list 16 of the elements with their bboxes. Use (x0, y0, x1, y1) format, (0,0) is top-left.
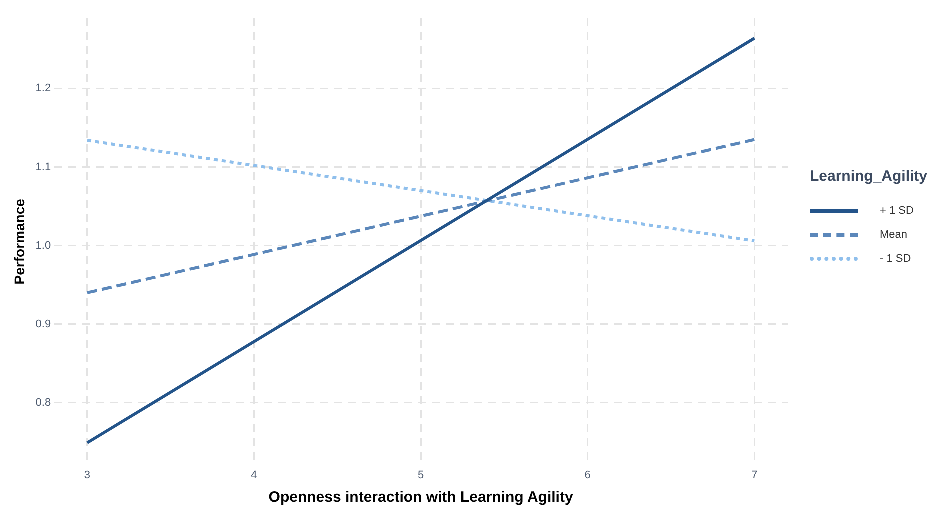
x-axis-title: Openness interaction with Learning Agility (268, 489, 574, 506)
y-tick-label: 1.1 (36, 161, 52, 174)
legend-label: Mean (880, 229, 908, 241)
y-tick-label: 0.8 (36, 396, 52, 409)
legend-label: - 1 SD (880, 253, 912, 265)
legend-label: + 1 SD (880, 205, 914, 217)
y-axis-title: Performance (11, 198, 28, 285)
x-tick-label: 3 (84, 469, 91, 482)
x-tick-label: 5 (418, 469, 424, 482)
y-tick-label: 1.0 (36, 240, 52, 252)
x-tick-label: 7 (752, 469, 758, 482)
x-tick-label: 4 (251, 469, 258, 482)
legend-title: Learning_Agility (810, 168, 928, 185)
x-tick-label: 6 (584, 469, 591, 482)
y-tick-label: 1.2 (36, 82, 52, 95)
y-tick-label: 0.9 (36, 318, 52, 330)
